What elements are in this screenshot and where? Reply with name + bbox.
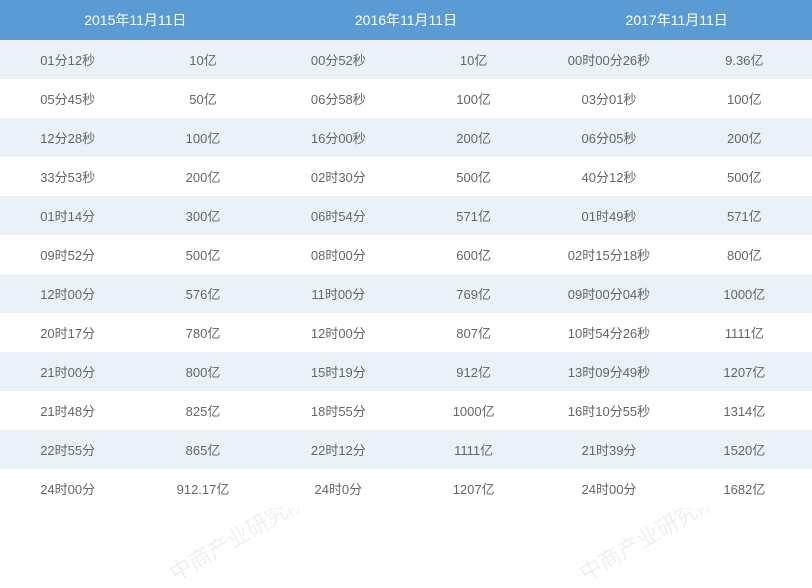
table-row: 20时17分780亿12时00分807亿10时54分26秒1111亿 <box>0 313 812 352</box>
time-cell: 21时00分 <box>0 352 135 391</box>
time-cell: 09时00分04秒 <box>541 274 676 313</box>
amount-cell: 1520亿 <box>677 430 812 469</box>
amount-cell: 865亿 <box>135 430 270 469</box>
amount-cell: 100亿 <box>135 118 270 157</box>
time-cell: 11时00分 <box>271 274 406 313</box>
time-cell: 33分53秒 <box>0 157 135 196</box>
amount-cell: 500亿 <box>677 157 812 196</box>
amount-cell: 825亿 <box>135 391 270 430</box>
amount-cell: 800亿 <box>135 352 270 391</box>
amount-cell: 912.17亿 <box>135 469 270 508</box>
time-cell: 12时00分 <box>271 313 406 352</box>
time-cell: 18时55分 <box>271 391 406 430</box>
amount-cell: 10亿 <box>135 40 270 79</box>
amount-cell: 571亿 <box>406 196 541 235</box>
amount-cell: 500亿 <box>406 157 541 196</box>
amount-cell: 10亿 <box>406 40 541 79</box>
time-cell: 03分01秒 <box>541 79 676 118</box>
time-cell: 01时49秒 <box>541 196 676 235</box>
amount-cell: 100亿 <box>406 79 541 118</box>
header-2016: 2016年11月11日 <box>271 0 542 40</box>
amount-cell: 800亿 <box>677 235 812 274</box>
amount-cell: 600亿 <box>406 235 541 274</box>
header-2017: 2017年11月11日 <box>541 0 812 40</box>
time-cell: 06分58秒 <box>271 79 406 118</box>
amount-cell: 571亿 <box>677 196 812 235</box>
table-row: 21时00分800亿15时19分912亿13时09分49秒1207亿 <box>0 352 812 391</box>
amount-cell: 500亿 <box>135 235 270 274</box>
time-cell: 06时54分 <box>271 196 406 235</box>
table-row: 01分12秒10亿00分52秒10亿00时00分26秒9.36亿 <box>0 40 812 79</box>
table-row: 05分45秒50亿06分58秒100亿03分01秒100亿 <box>0 79 812 118</box>
time-cell: 02时15分18秒 <box>541 235 676 274</box>
amount-cell: 50亿 <box>135 79 270 118</box>
table-row: 01时14分300亿06时54分571亿01时49秒571亿 <box>0 196 812 235</box>
time-cell: 01时14分 <box>0 196 135 235</box>
amount-cell: 1000亿 <box>406 391 541 430</box>
time-cell: 08时00分 <box>271 235 406 274</box>
time-cell: 00分52秒 <box>271 40 406 79</box>
amount-cell: 807亿 <box>406 313 541 352</box>
time-cell: 24时00分 <box>0 469 135 508</box>
amount-cell: 300亿 <box>135 196 270 235</box>
time-cell: 24时00分 <box>541 469 676 508</box>
amount-cell: 1000亿 <box>677 274 812 313</box>
time-cell: 02时30分 <box>271 157 406 196</box>
amount-cell: 1682亿 <box>677 469 812 508</box>
time-cell: 40分12秒 <box>541 157 676 196</box>
time-cell: 12时00分 <box>0 274 135 313</box>
time-cell: 20时17分 <box>0 313 135 352</box>
amount-cell: 1111亿 <box>406 430 541 469</box>
amount-cell: 780亿 <box>135 313 270 352</box>
amount-cell: 1314亿 <box>677 391 812 430</box>
amount-cell: 100亿 <box>677 79 812 118</box>
sales-milestone-table: 2015年11月11日 2016年11月11日 2017年11月11日 01分1… <box>0 0 812 508</box>
time-cell: 13时09分49秒 <box>541 352 676 391</box>
table-row: 12分28秒100亿16分00秒200亿06分05秒200亿 <box>0 118 812 157</box>
amount-cell: 9.36亿 <box>677 40 812 79</box>
amount-cell: 1207亿 <box>677 352 812 391</box>
amount-cell: 576亿 <box>135 274 270 313</box>
amount-cell: 200亿 <box>677 118 812 157</box>
table-header-row: 2015年11月11日 2016年11月11日 2017年11月11日 <box>0 0 812 40</box>
amount-cell: 912亿 <box>406 352 541 391</box>
table-row: 21时48分825亿18时55分1000亿16时10分55秒1314亿 <box>0 391 812 430</box>
time-cell: 21时48分 <box>0 391 135 430</box>
time-cell: 09时52分 <box>0 235 135 274</box>
time-cell: 01分12秒 <box>0 40 135 79</box>
amount-cell: 200亿 <box>406 118 541 157</box>
time-cell: 05分45秒 <box>0 79 135 118</box>
amount-cell: 1207亿 <box>406 469 541 508</box>
amount-cell: 769亿 <box>406 274 541 313</box>
time-cell: 22时12分 <box>271 430 406 469</box>
time-cell: 16分00秒 <box>271 118 406 157</box>
time-cell: 24时0分 <box>271 469 406 508</box>
amount-cell: 1111亿 <box>677 313 812 352</box>
time-cell: 22时55分 <box>0 430 135 469</box>
table-row: 24时00分912.17亿24时0分1207亿24时00分1682亿 <box>0 469 812 508</box>
header-2015: 2015年11月11日 <box>0 0 271 40</box>
time-cell: 12分28秒 <box>0 118 135 157</box>
amount-cell: 200亿 <box>135 157 270 196</box>
time-cell: 10时54分26秒 <box>541 313 676 352</box>
table-row: 09时52分500亿08时00分600亿02时15分18秒800亿 <box>0 235 812 274</box>
time-cell: 16时10分55秒 <box>541 391 676 430</box>
table-row: 22时55分865亿22时12分1111亿21时39分1520亿 <box>0 430 812 469</box>
time-cell: 06分05秒 <box>541 118 676 157</box>
table-row: 12时00分576亿11时00分769亿09时00分04秒1000亿 <box>0 274 812 313</box>
time-cell: 21时39分 <box>541 430 676 469</box>
time-cell: 15时19分 <box>271 352 406 391</box>
table-row: 33分53秒200亿02时30分500亿40分12秒500亿 <box>0 157 812 196</box>
time-cell: 00时00分26秒 <box>541 40 676 79</box>
